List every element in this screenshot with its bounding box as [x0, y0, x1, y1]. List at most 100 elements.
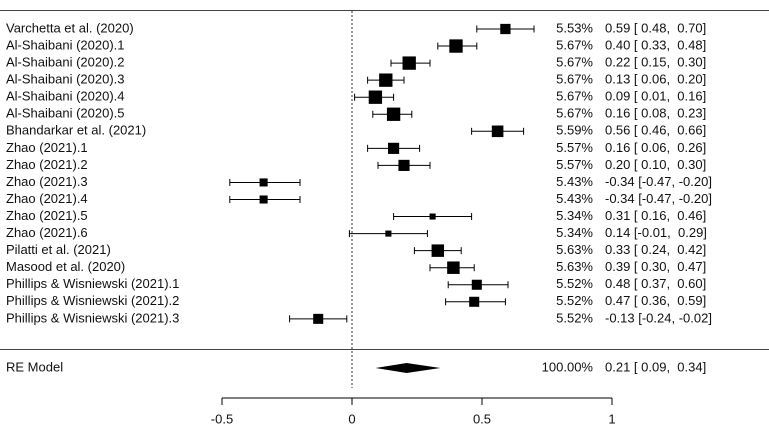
- study-label: Bhandarkar et al. (2021): [6, 123, 146, 138]
- study-weight: 5.67%: [556, 72, 593, 87]
- point-estimate: [469, 296, 480, 307]
- study-weight: 5.43%: [556, 191, 593, 206]
- point-estimate: [379, 73, 393, 87]
- study-ci-text: 0.47 [ 0.36, 0.59]: [605, 293, 706, 308]
- study-ci-text: 0.16 [ 0.06, 0.26]: [605, 140, 706, 155]
- summary-row: RE Model 100.00% 0.21 [ 0.09, 0.34]: [6, 359, 706, 374]
- study-ci-text: -0.34 [-0.47, -0.20]: [605, 174, 712, 189]
- study-row: Phillips & Wisniewski (2021).3 5.52% -0.13…: [6, 310, 712, 325]
- study-row: Al-Shaibani (2020).4 5.67% 0.09 [ 0.01, 0.…: [6, 89, 706, 104]
- x-tick-label: 1: [608, 411, 615, 426]
- study-label: Al-Shaibani (2020).5: [6, 106, 125, 121]
- point-estimate: [491, 125, 504, 138]
- study-row: Bhandarkar et al. (2021) 5.59% 0.56 [ 0.46…: [6, 123, 706, 138]
- study-row: Phillips & Wisniewski (2021).2 5.52% 0.47 …: [6, 293, 706, 308]
- study-weight: 5.34%: [556, 225, 593, 240]
- study-ci-text: 0.13 [ 0.06, 0.20]: [605, 72, 706, 87]
- x-axis: -0.5 0 0.5 1: [211, 397, 616, 426]
- study-weight: 5.43%: [556, 174, 593, 189]
- x-tick-label: 0: [348, 411, 355, 426]
- study-weight: 5.67%: [556, 55, 593, 70]
- study-row: Varchetta et al. (2020) 5.53% 0.59 [ 0.48,…: [6, 20, 706, 35]
- study-ci-text: 0.48 [ 0.37, 0.60]: [605, 276, 706, 291]
- study-label: Phillips & Wisniewski (2021).3: [6, 310, 179, 325]
- study-row: Al-Shaibani (2020).1 5.67% 0.40 [ 0.33, 0.…: [6, 37, 706, 53]
- study-label: Zhao (2021).6: [6, 225, 88, 240]
- x-tick-label: 0.5: [473, 411, 491, 426]
- x-tick-label: -0.5: [211, 411, 233, 426]
- study-ci-text: 0.31 [ 0.16, 0.46]: [605, 208, 706, 223]
- study-weight: 5.57%: [556, 157, 593, 172]
- study-ci-text: 0.22 [ 0.15, 0.30]: [605, 55, 706, 70]
- study-label: Zhao (2021).1: [6, 140, 88, 155]
- study-weight: 5.52%: [556, 293, 593, 308]
- point-estimate: [386, 107, 401, 121]
- study-ci-text: 0.20 [ 0.10, 0.30]: [605, 157, 706, 172]
- study-label: Varchetta et al. (2020): [6, 20, 134, 35]
- point-estimate: [259, 178, 268, 187]
- study-label: Zhao (2021).2: [6, 157, 88, 172]
- study-ci-text: 0.33 [ 0.24, 0.42]: [605, 242, 706, 257]
- summary-diamond: [375, 363, 441, 373]
- study-row: Zhao (2021).2 5.57% 0.20 [ 0.10, 0.30]: [6, 157, 706, 172]
- point-estimate: [431, 244, 445, 257]
- point-estimate: [449, 39, 463, 53]
- study-label: Pilatti et al. (2021): [6, 242, 111, 257]
- point-estimate: [429, 213, 436, 220]
- study-ci-text: -0.34 [-0.47, -0.20]: [605, 191, 712, 206]
- study-label: Zhao (2021).3: [6, 174, 88, 189]
- study-label: Zhao (2021).4: [6, 191, 88, 206]
- point-estimate: [398, 159, 410, 171]
- study-row: Zhao (2021).1 5.57% 0.16 [ 0.06, 0.26]: [6, 140, 706, 155]
- study-label: Al-Shaibani (2020).4: [6, 89, 125, 104]
- study-weight: 5.63%: [556, 242, 593, 257]
- study-row: Pilatti et al. (2021) 5.63% 0.33 [ 0.24, 0…: [6, 242, 706, 257]
- summary-ci-text: 0.21 [ 0.09, 0.34]: [605, 359, 706, 374]
- study-row: Al-Shaibani (2020).5 5.67% 0.16 [ 0.08, 0.…: [6, 106, 706, 121]
- study-row: Al-Shaibani (2020).2 5.67% 0.22 [ 0.15, 0.…: [6, 55, 706, 70]
- study-weight: 5.63%: [556, 259, 593, 274]
- study-weight: 5.53%: [556, 20, 593, 35]
- study-label: Zhao (2021).5: [6, 208, 88, 223]
- point-estimate: [447, 261, 460, 274]
- point-estimate: [313, 313, 324, 324]
- study-label: Al-Shaibani (2020).1: [6, 37, 125, 52]
- study-weight: 5.52%: [556, 310, 593, 325]
- study-label: Phillips & Wisniewski (2021).1: [6, 276, 179, 291]
- study-label: Masood et al. (2020): [6, 259, 125, 274]
- plot-frame: [0, 10, 769, 350]
- study-ci-text: 0.59 [ 0.48, 0.70]: [605, 20, 706, 35]
- point-estimate: [368, 90, 383, 104]
- point-estimate: [500, 23, 511, 35]
- study-row: Masood et al. (2020) 5.63% 0.39 [ 0.30, 0.…: [6, 259, 706, 274]
- study-ci-text: 0.14 [-0.01, 0.29]: [605, 225, 707, 240]
- study-weight: 5.57%: [556, 140, 593, 155]
- study-row: Zhao (2021).3 5.43% -0.34 [-0.47, -0.20]: [6, 174, 712, 189]
- study-ci-text: -0.13 [-0.24, -0.02]: [605, 310, 712, 325]
- point-estimate: [385, 230, 392, 237]
- study-weight: 5.59%: [556, 123, 593, 138]
- point-estimate: [259, 195, 268, 204]
- point-estimate: [471, 279, 482, 290]
- summary-label: RE Model: [6, 359, 63, 374]
- study-weight: 5.67%: [556, 37, 593, 52]
- study-weight: 5.67%: [556, 106, 593, 121]
- study-ci-text: 0.39 [ 0.30, 0.47]: [605, 259, 706, 274]
- study-ci-text: 0.16 [ 0.08, 0.23]: [605, 106, 706, 121]
- study-row: Zhao (2021).6 5.34% 0.14 [-0.01, 0.29]: [6, 225, 707, 240]
- study-ci-text: 0.40 [ 0.33, 0.48]: [605, 37, 706, 52]
- study-label: Al-Shaibani (2020).2: [6, 55, 125, 70]
- study-ci-text: 0.56 [ 0.46, 0.66]: [605, 123, 706, 138]
- study-label: Al-Shaibani (2020).3: [6, 72, 125, 87]
- study-ci-text: 0.09 [ 0.01, 0.16]: [605, 89, 706, 104]
- study-row: Zhao (2021).5 5.34% 0.31 [ 0.16, 0.46]: [6, 208, 706, 223]
- point-estimate: [388, 142, 400, 154]
- study-row: Al-Shaibani (2020).3 5.67% 0.13 [ 0.06, 0.…: [6, 72, 706, 87]
- study-weight: 5.34%: [556, 208, 593, 223]
- study-row: Zhao (2021).4 5.43% -0.34 [-0.47, -0.20]: [6, 191, 712, 206]
- study-weight: 5.67%: [556, 89, 593, 104]
- study-rows: Varchetta et al. (2020) 5.53% 0.59 [ 0.48,…: [6, 20, 712, 325]
- summary-weight: 100.00%: [542, 359, 594, 374]
- point-estimate: [402, 56, 416, 70]
